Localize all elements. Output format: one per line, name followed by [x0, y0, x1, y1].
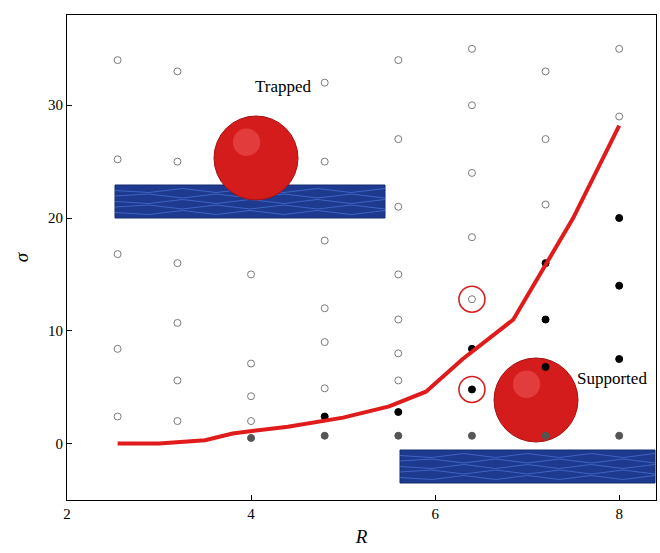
- svg-text:4: 4: [247, 506, 255, 522]
- svg-text:6: 6: [431, 506, 439, 522]
- svg-text:Supported: Supported: [577, 369, 647, 388]
- svg-text:30: 30: [48, 97, 63, 113]
- svg-text:10: 10: [48, 323, 63, 339]
- svg-text:R: R: [355, 526, 368, 547]
- svg-text:0: 0: [56, 436, 64, 452]
- svg-text:σ: σ: [11, 252, 32, 262]
- svg-text:2: 2: [63, 506, 71, 522]
- svg-text:Trapped: Trapped: [255, 77, 312, 96]
- svg-text:20: 20: [48, 210, 63, 226]
- svg-text:8: 8: [615, 506, 623, 522]
